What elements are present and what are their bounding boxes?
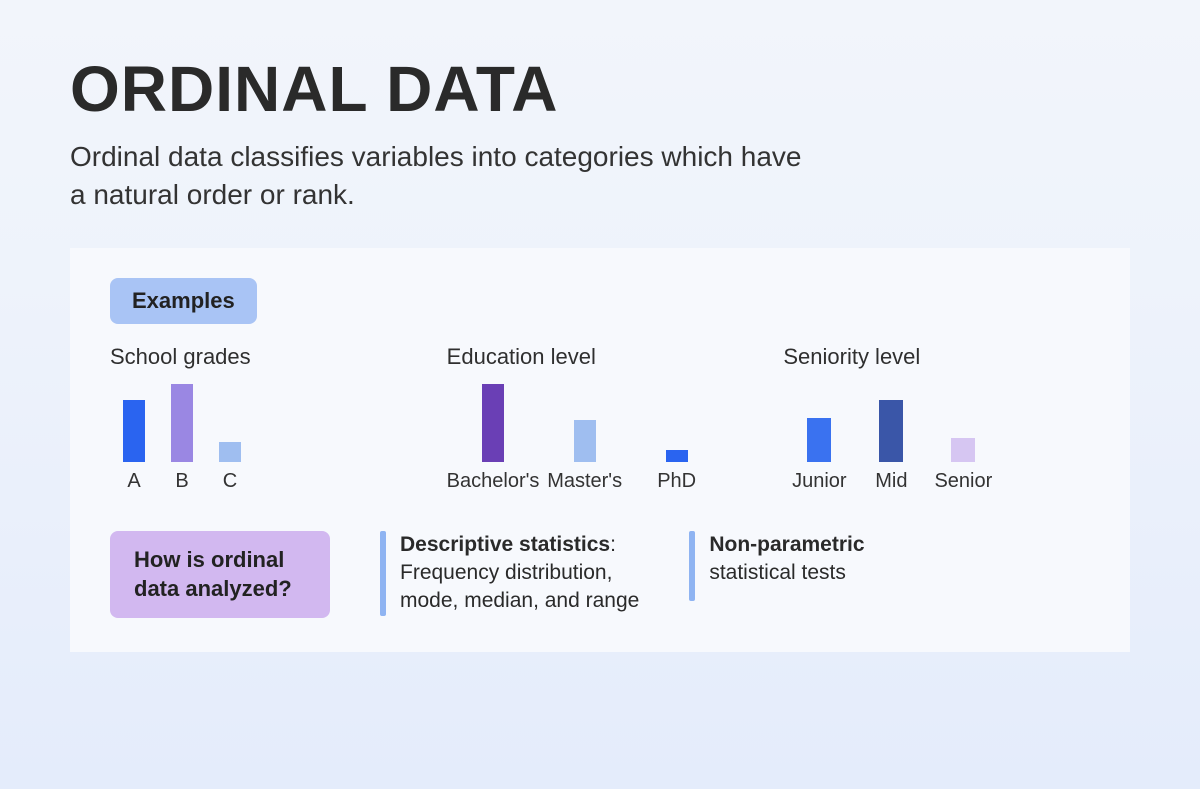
- bar-label: C: [206, 470, 254, 493]
- chart-bars: [783, 382, 1090, 462]
- chart-labels: JuniorMidSenior: [783, 470, 1090, 493]
- analysis-nonparametric: Non-parametric statistical tests: [689, 531, 864, 601]
- how-analyzed-badge: How is ordinal data analyzed?: [110, 531, 330, 618]
- chart-title: Seniority level: [783, 344, 1090, 370]
- bar: [482, 384, 504, 462]
- bar: [807, 418, 831, 462]
- analysis-row: How is ordinal data analyzed? Descriptiv…: [110, 531, 1090, 618]
- bar: [123, 400, 145, 462]
- bar-wrap: [539, 420, 631, 462]
- accent-bar-icon: [689, 531, 695, 601]
- chart-title: School grades: [110, 344, 417, 370]
- bar: [666, 450, 688, 462]
- chart-education-level: Education level Bachelor'sMaster'sPhD: [447, 344, 754, 493]
- bar-wrap: [855, 400, 927, 462]
- analysis-bold: Descriptive statistics: [400, 533, 610, 556]
- chart-labels: ABC: [110, 470, 417, 493]
- page-subtitle: Ordinal data classifies variables into c…: [70, 138, 810, 214]
- bar-label: Senior: [927, 470, 999, 493]
- bar-wrap: [110, 400, 158, 462]
- bar: [219, 442, 241, 462]
- accent-bar-icon: [380, 531, 386, 616]
- chart-labels: Bachelor'sMaster'sPhD: [447, 470, 754, 493]
- analysis-bold: Non-parametric: [709, 533, 864, 556]
- chart-bars: [447, 382, 754, 462]
- how-line-1: How is ordinal: [134, 547, 284, 572]
- chart-school-grades: School grades ABC: [110, 344, 417, 493]
- analysis-text: Descriptive statistics: Frequency distri…: [400, 531, 639, 616]
- bar-label: PhD: [631, 470, 723, 493]
- bar-label: B: [158, 470, 206, 493]
- analysis-rest-1: :: [610, 533, 616, 556]
- analysis-rest-3: mode, median, and range: [400, 589, 639, 612]
- bar-wrap: [447, 384, 539, 462]
- content-panel: Examples School grades ABC Education lev…: [70, 248, 1130, 652]
- bar-label: Master's: [539, 470, 631, 493]
- analysis-text: Non-parametric statistical tests: [709, 531, 864, 588]
- analysis-rest-2: Frequency distribution,: [400, 561, 612, 584]
- page-title: ORDINAL DATA: [70, 52, 1130, 126]
- bar: [171, 384, 193, 462]
- how-line-2: data analyzed?: [134, 576, 292, 601]
- bar: [879, 400, 903, 462]
- bar-wrap: [206, 442, 254, 462]
- bar-wrap: [158, 384, 206, 462]
- bar-label: A: [110, 470, 158, 493]
- bar-wrap: [783, 418, 855, 462]
- bar-wrap: [631, 450, 723, 462]
- analysis-descriptive: Descriptive statistics: Frequency distri…: [380, 531, 639, 616]
- chart-title: Education level: [447, 344, 754, 370]
- bar-label: Mid: [855, 470, 927, 493]
- charts-row: School grades ABC Education level Bachel…: [110, 344, 1090, 493]
- chart-bars: [110, 382, 417, 462]
- bar: [574, 420, 596, 462]
- bar-wrap: [927, 438, 999, 462]
- bar: [951, 438, 975, 462]
- how-badge-wrap: How is ordinal data analyzed?: [110, 531, 330, 618]
- analysis-rest-2: statistical tests: [709, 561, 846, 584]
- chart-seniority-level: Seniority level JuniorMidSenior: [783, 344, 1090, 493]
- bar-label: Bachelor's: [447, 470, 539, 493]
- examples-badge: Examples: [110, 278, 257, 324]
- bar-label: Junior: [783, 470, 855, 493]
